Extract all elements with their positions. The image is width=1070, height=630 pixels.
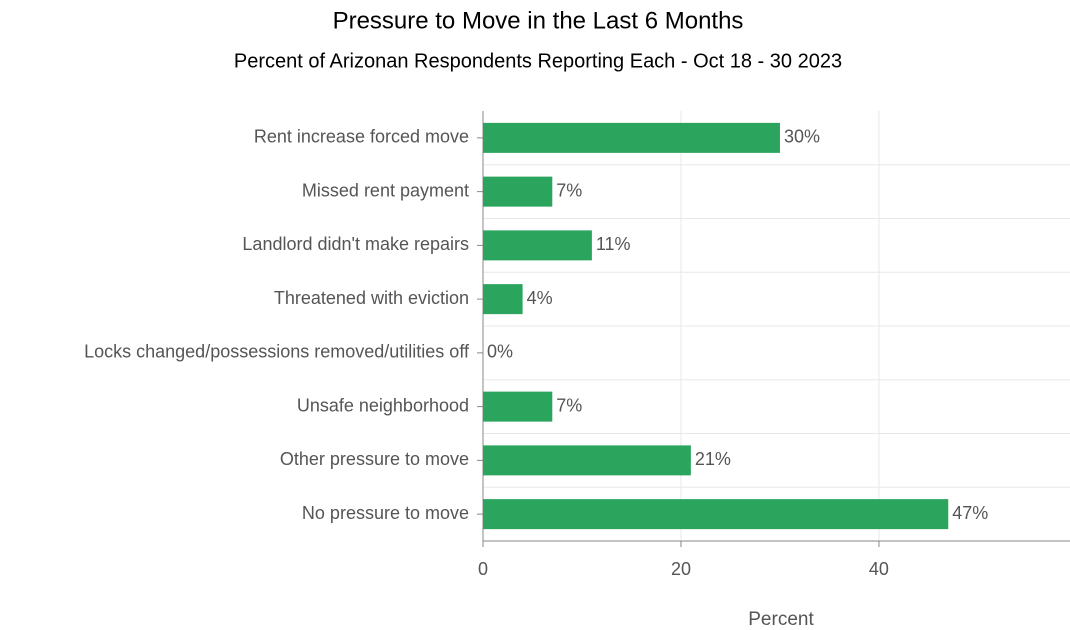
x-tick-label: 20 xyxy=(671,559,691,579)
y-tick-label: Missed rent payment xyxy=(302,180,469,200)
data-label: 47% xyxy=(952,503,988,523)
data-label: 21% xyxy=(695,449,731,469)
y-tick-label: Unsafe neighborhood xyxy=(297,395,469,415)
data-label: 7% xyxy=(556,180,582,200)
y-tick-label: Threatened with eviction xyxy=(274,288,469,308)
x-axis-label: Percent xyxy=(748,609,814,630)
bar xyxy=(483,445,691,476)
data-label: 11% xyxy=(596,234,631,254)
bar xyxy=(483,230,592,261)
data-label: 7% xyxy=(556,395,582,415)
y-tick-label: Locks changed/possessions removed/utilit… xyxy=(84,342,470,362)
bar xyxy=(483,499,949,530)
bar xyxy=(483,391,553,422)
chart-subtitle: Percent of Arizonan Respondents Reportin… xyxy=(234,50,842,72)
x-tick-label: 0 xyxy=(478,559,488,579)
bar xyxy=(483,284,523,315)
data-label: 4% xyxy=(527,288,553,308)
x-tick-label: 40 xyxy=(869,559,889,579)
bar xyxy=(483,122,780,153)
chart-title: Pressure to Move in the Last 6 Months xyxy=(333,7,744,34)
data-label: 0% xyxy=(487,342,513,362)
y-tick-label: Rent increase forced move xyxy=(254,127,469,147)
y-tick-label: Landlord didn't make repairs xyxy=(242,234,469,254)
y-tick-label: No pressure to move xyxy=(302,503,469,523)
data-label: 30% xyxy=(784,127,820,147)
bar xyxy=(483,176,553,207)
y-tick-label: Other pressure to move xyxy=(280,449,469,469)
